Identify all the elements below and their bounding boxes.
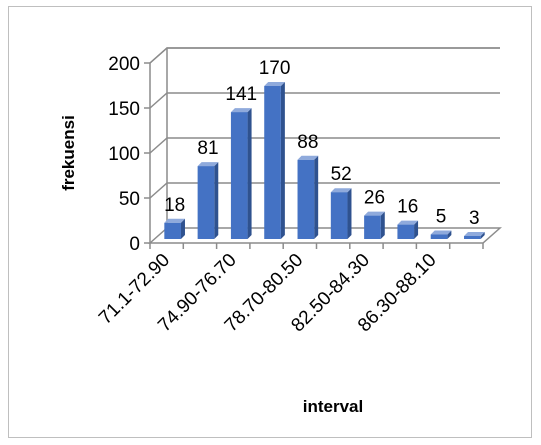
bar — [230, 108, 252, 239]
data-label: 16 — [397, 197, 418, 218]
bar-top — [297, 155, 319, 160]
data-label: 18 — [164, 195, 185, 216]
bar-front — [297, 159, 315, 239]
bar — [197, 162, 219, 239]
bar-side — [180, 218, 185, 239]
bars — [164, 82, 485, 239]
data-label: 52 — [331, 164, 352, 185]
bar-top — [197, 162, 219, 167]
bar-front — [397, 224, 415, 239]
bar-side — [380, 211, 385, 239]
bar-side — [480, 232, 485, 239]
data-label: 26 — [364, 188, 385, 209]
bar — [430, 230, 452, 239]
bar-side — [214, 162, 219, 239]
bar-front — [230, 112, 248, 239]
y-tick-label: 50 — [119, 189, 140, 210]
chart-frame: 18 81 141 170 88 52 26 16 5 3 0 50 100 150 200 71.1-7… — [8, 6, 532, 438]
bar-top — [364, 211, 385, 216]
data-label: 3 — [469, 208, 480, 229]
bar — [464, 232, 485, 239]
bar-top — [230, 108, 252, 113]
data-label: 5 — [436, 207, 447, 228]
bar-top — [430, 230, 452, 235]
x-axis-title: interval — [303, 397, 363, 416]
bar-front — [197, 166, 215, 239]
gridline — [149, 47, 500, 64]
bar-top — [330, 188, 352, 193]
data-label: 170 — [259, 58, 291, 79]
bar-side — [347, 188, 352, 239]
bar-front — [164, 222, 181, 239]
floor — [148, 227, 502, 244]
bar-top — [164, 218, 185, 223]
bar — [297, 155, 319, 239]
bar — [364, 211, 385, 239]
bar-side — [280, 82, 285, 239]
data-label: 88 — [297, 132, 318, 153]
bar-front — [430, 234, 448, 239]
bar-side — [414, 220, 419, 239]
back-wall-top — [149, 47, 500, 64]
y-tick-label: 100 — [108, 144, 140, 165]
bar-front — [364, 215, 381, 239]
bar — [264, 82, 285, 239]
bar-front — [464, 236, 481, 239]
bar-top — [397, 220, 419, 225]
gridline — [149, 137, 500, 154]
bar-front — [330, 192, 348, 239]
bar-side — [247, 108, 252, 239]
y-tick-label: 150 — [108, 99, 140, 120]
data-label: 81 — [197, 138, 218, 159]
bar — [330, 188, 352, 239]
bar-side — [447, 230, 452, 239]
y-tick-label: 0 — [129, 234, 140, 255]
data-label: 141 — [225, 84, 257, 105]
bar-top — [464, 232, 485, 236]
gridline — [149, 182, 500, 199]
bar — [397, 220, 419, 239]
gridline — [149, 92, 500, 109]
bar-side — [314, 155, 319, 239]
gridlines — [144, 47, 500, 249]
bar-front — [264, 86, 281, 239]
y-tick-label: 200 — [108, 54, 140, 75]
bar — [164, 218, 185, 239]
x-tick-labels: 71.1-72.9074.90-76.7078.70-80.5082.50-84… — [95, 250, 440, 337]
y-axis-title: frekuensi — [59, 115, 78, 191]
y-tick-labels: 0 50 100 150 200 — [108, 54, 140, 255]
bar-top — [264, 82, 285, 86]
